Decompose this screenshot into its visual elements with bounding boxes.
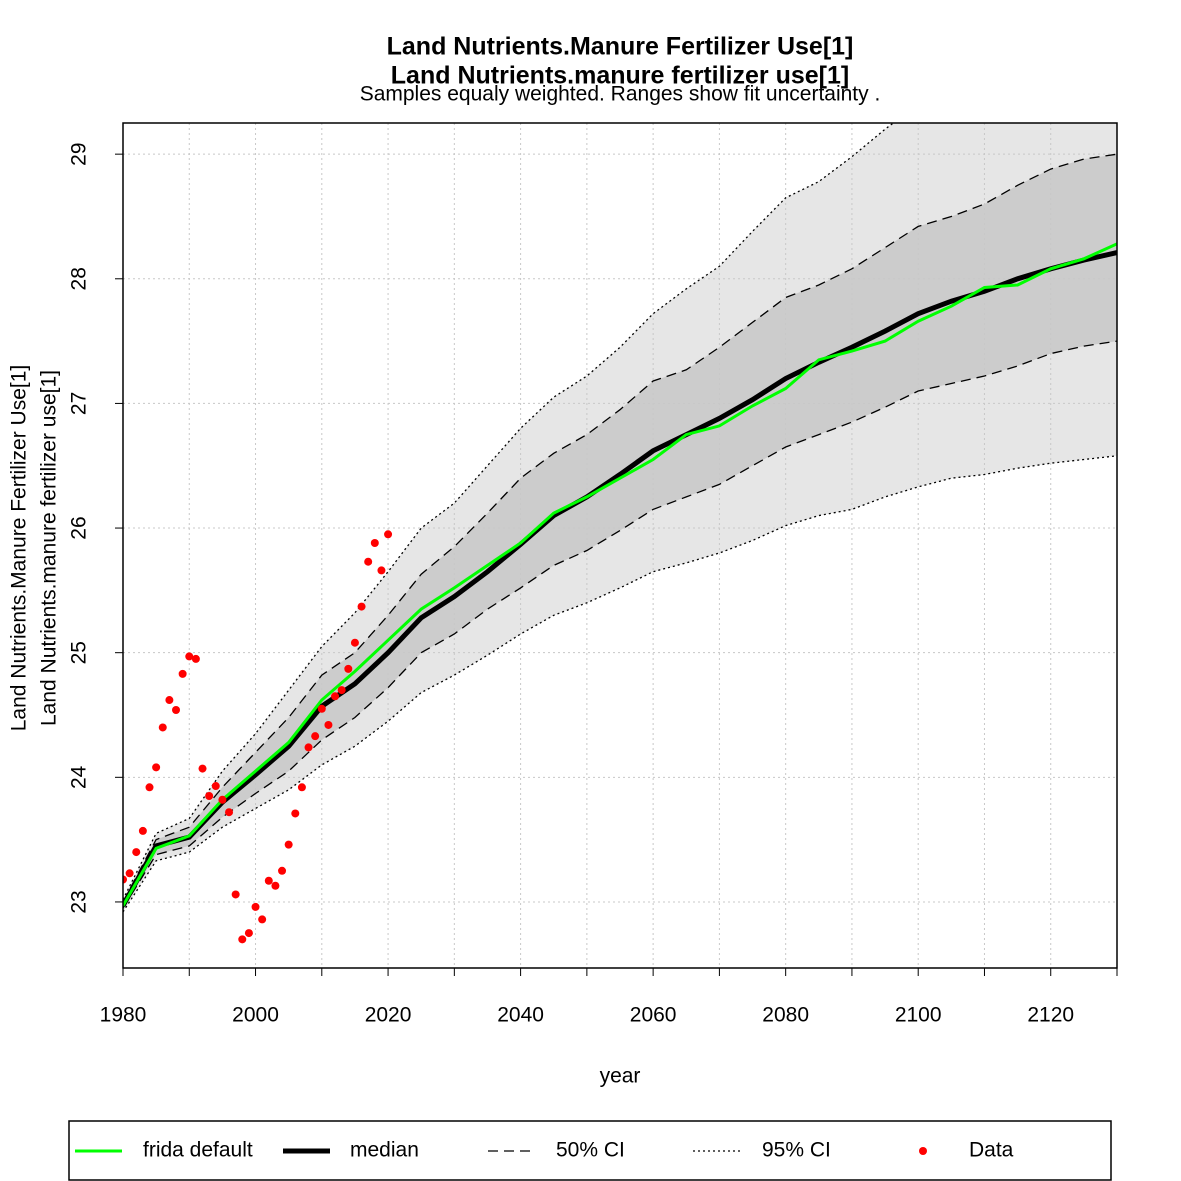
x-axis-label: year [600,1065,641,1088]
data-point [145,783,154,792]
data-point [218,795,227,804]
plot-area [123,123,1117,968]
plot-frame [122,122,1118,969]
legend-label: median [350,1139,419,1162]
y-tick-label: 24 [68,765,91,789]
data-point [291,809,300,818]
legend-label: Data [969,1139,1014,1162]
data-point [123,875,127,884]
data-point [384,530,393,539]
data-point [205,792,214,801]
data-point [311,732,320,741]
legend-label: frida default [143,1139,253,1162]
data-point [297,783,306,792]
legend-label: 50% CI [556,1139,625,1162]
data-point [331,692,340,701]
data-point [264,876,273,885]
data-point [271,881,280,890]
legend-label: 95% CI [762,1139,831,1162]
data-point [364,557,373,566]
data-point [278,866,287,875]
data-point [251,902,260,911]
data-point [231,890,240,899]
data-point [198,764,207,773]
x-tick-label: 2060 [630,1004,677,1027]
x-tick-label: 2080 [762,1004,809,1027]
chart-subtitle: Samples equaly weighted. Ranges show fit… [360,83,881,106]
chart-title: Land Nutrients.manure fertilizer use[1] [391,62,849,90]
y-tick-label: 23 [68,890,91,913]
data-point [158,723,167,732]
data-point [344,664,353,673]
y-tick-label: 26 [68,516,91,539]
y-tick-label: 25 [68,641,91,664]
legend-swatch [919,1147,927,1155]
x-tick-label: 2120 [1027,1004,1074,1027]
data-point [317,704,326,713]
y-axis-label: Land Nutrients.Manure Fertilizer Use[1] [8,365,31,732]
x-tick-label: 2020 [365,1004,412,1027]
data-point [377,566,386,575]
data-point [132,848,141,857]
ci-line [123,340,1117,909]
data-point [185,652,194,661]
y-tick-label: 27 [68,392,91,415]
data-point [238,935,247,944]
data-point [357,602,366,611]
data-point [337,686,346,695]
data-point [225,808,234,817]
data-point [370,539,379,548]
data-point [191,654,200,663]
x-tick-label: 2040 [497,1004,544,1027]
y-tick-label: 29 [68,142,91,165]
data-point [152,763,161,772]
data-point [172,706,181,715]
ci-band [123,154,1117,909]
series-line [123,242,1117,907]
ci-line [123,153,1117,903]
data-point [304,743,313,752]
x-tick-label: 2100 [895,1004,942,1027]
data-point [284,840,293,849]
data-point [125,869,134,878]
y-tick-label: 28 [68,267,91,290]
data-point [178,669,187,678]
data-point [258,915,267,924]
data-point [138,826,147,835]
chart-title: Land Nutrients.Manure Fertilizer Use[1] [387,33,854,61]
data-point [211,782,220,791]
data-point [350,638,359,647]
data-point [165,696,174,705]
x-tick-label: 1980 [100,1004,147,1027]
x-tick-label: 2000 [232,1004,279,1027]
series-line [123,250,1117,907]
legend [68,1120,1112,1181]
y-axis-label: Land Nutrients.manure fertilizer use[1] [38,370,61,726]
data-point [324,720,333,729]
data-point [244,929,253,938]
